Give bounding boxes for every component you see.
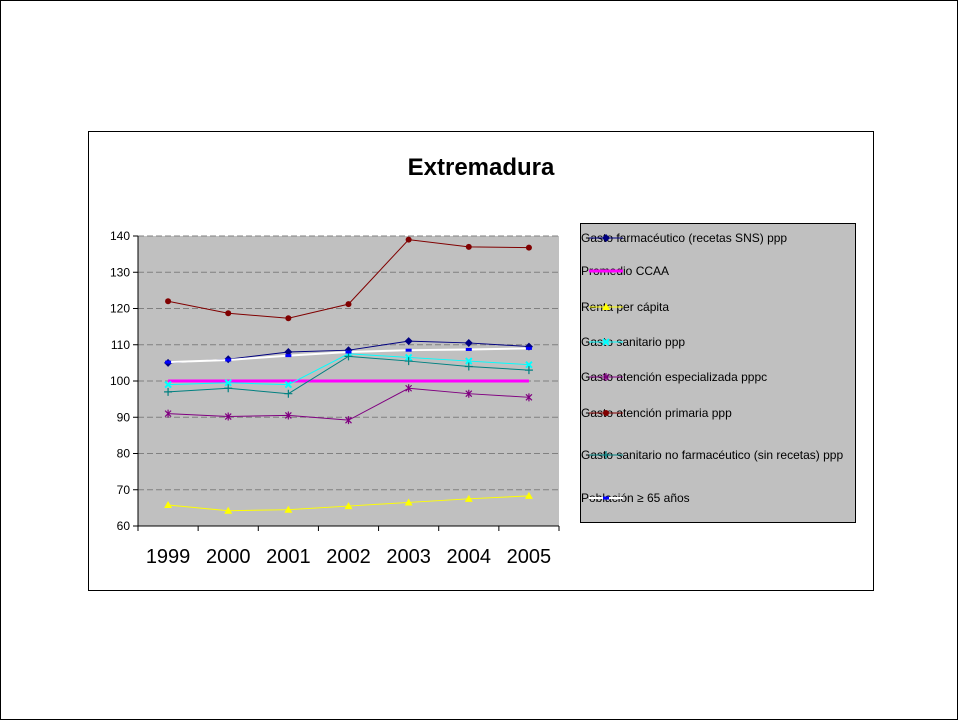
legend-key: [589, 496, 623, 500]
data-point: [225, 358, 232, 362]
data-point: [284, 348, 293, 356]
legend-marker: [602, 338, 610, 346]
legend-item: Gasto atención especializada pppc: [581, 370, 853, 385]
y-tick-label: 120: [110, 302, 130, 316]
data-point: [525, 244, 532, 251]
data-point: [405, 236, 412, 243]
y-tick-label: 70: [117, 483, 131, 497]
data-point: [284, 505, 293, 513]
data-point: [464, 494, 473, 502]
data-point: [404, 498, 413, 506]
legend-item: Gasto farmacéutico (recetas SNS) ppp: [581, 231, 853, 246]
legend-key: [589, 451, 623, 459]
legend-item: Gasto atención primaria ppp: [581, 406, 853, 421]
data-point: [464, 362, 473, 371]
data-point: [165, 360, 172, 364]
data-point: [284, 389, 293, 398]
data-point: [344, 502, 353, 510]
legend-label: Gasto sanitario ppp: [581, 335, 686, 349]
y-tick-label: 60: [117, 519, 131, 533]
data-point: [164, 409, 172, 418]
data-point: [524, 366, 533, 375]
y-tick-label: 140: [110, 229, 130, 243]
legend-item: Población ≥ 65 años: [581, 491, 853, 506]
legend-label: Promedio CCAA: [581, 264, 670, 278]
legend-label: Gasto farmacéutico (recetas SNS) ppp: [581, 231, 788, 245]
x-tick-label: 1999: [146, 546, 191, 568]
data-point: [344, 352, 353, 361]
legend-label: Gasto sanitario no farmacéutico (sin rec…: [581, 448, 844, 462]
x-tick-label: 2000: [206, 546, 251, 568]
data-point: [285, 354, 292, 358]
legend-key: [589, 269, 623, 273]
y-tick-label: 80: [117, 447, 131, 461]
legend-marker: [603, 410, 609, 416]
data-point: [464, 338, 473, 347]
data-point: [465, 243, 472, 250]
y-tick-label: 90: [117, 410, 131, 424]
legend-label: Población ≥ 65 años: [581, 491, 690, 505]
data-point: [284, 380, 293, 389]
data-point: [405, 384, 413, 393]
data-point: [345, 301, 352, 308]
data-point: [465, 347, 472, 351]
legend-label: Gasto atención primaria ppp: [581, 406, 732, 420]
data-point: [224, 384, 233, 393]
legend-item: Gasto sanitario ppp: [581, 335, 853, 350]
data-point: [404, 357, 413, 366]
data-point: [164, 380, 172, 389]
legend-marker: [602, 373, 610, 381]
data-point: [465, 357, 473, 365]
data-point: [164, 500, 173, 508]
legend-key: [589, 410, 623, 416]
x-tick-label: 2003: [386, 546, 431, 568]
line-chart: 60 70 80 90 100 110 120 130 140 1999 2000 2001 2002 2…: [110, 229, 560, 568]
data-point: [225, 310, 232, 317]
legend-label: Gasto atención especializada pppc: [581, 370, 768, 384]
data-point: [224, 506, 233, 514]
data-point: [284, 411, 292, 420]
data-point: [525, 360, 533, 369]
y-tick-label: 110: [111, 338, 130, 352]
data-point: [345, 416, 352, 425]
data-point: [164, 387, 173, 396]
chart-area: Extremadura 60 70 80 90 100 110 120 130 140 1999 2…: [88, 131, 874, 591]
data-point: [224, 379, 232, 387]
data-point: [405, 348, 412, 352]
legend-key: [589, 234, 623, 242]
data-point: [525, 346, 532, 350]
data-point: [285, 315, 292, 322]
x-tick-label: 2001: [266, 546, 311, 568]
data-point: [345, 350, 352, 354]
legend-key: [589, 338, 623, 346]
x-tick-label: 2005: [507, 546, 552, 568]
legend-label: Renta per cápita: [581, 300, 670, 314]
legend-marker: [602, 234, 610, 242]
legend-marker: [602, 303, 610, 310]
data-point: [525, 393, 533, 402]
data-point: [524, 491, 533, 499]
data-point: [224, 412, 232, 421]
legend-key: [589, 303, 623, 310]
legend-item: Renta per cápita: [581, 300, 853, 315]
legend-marker: [603, 496, 609, 500]
legend-item: Promedio CCAA: [581, 264, 853, 279]
legend-key: [589, 373, 623, 381]
legend-marker: [602, 451, 610, 459]
legend-item: Gasto sanitario no farmacéutico (sin rec…: [581, 448, 853, 463]
data-point: [404, 337, 413, 346]
data-point: [465, 389, 473, 398]
x-tick-label: 2004: [447, 546, 492, 568]
y-tick-label: 100: [110, 374, 130, 388]
chart-title: Extremadura: [407, 154, 555, 181]
chart-legend: Gasto farmacéutico (recetas SNS) ppp Prom…: [580, 223, 856, 523]
y-tick-label: 130: [110, 265, 130, 279]
data-point: [165, 298, 172, 305]
x-tick-label: 2002: [326, 546, 371, 568]
